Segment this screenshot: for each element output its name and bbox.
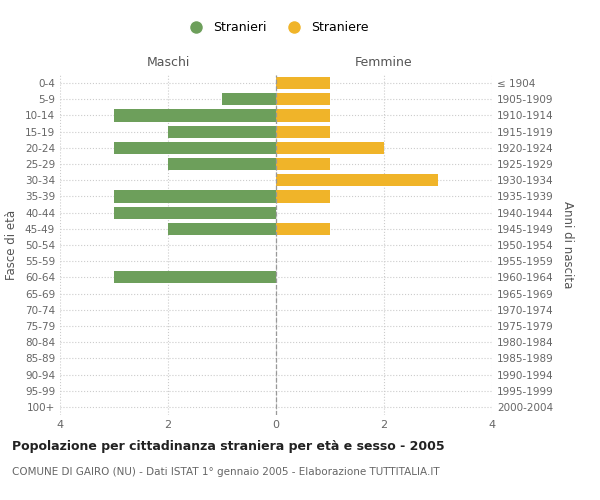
Bar: [168, 158, 276, 170]
Bar: [276, 222, 330, 235]
Bar: [276, 174, 438, 186]
Legend: Stranieri, Straniere: Stranieri, Straniere: [178, 16, 374, 40]
Y-axis label: Fasce di età: Fasce di età: [5, 210, 18, 280]
Bar: [276, 190, 330, 202]
Bar: [114, 190, 276, 202]
Text: Maschi: Maschi: [146, 56, 190, 68]
Bar: [276, 142, 384, 154]
Bar: [168, 126, 276, 138]
Bar: [276, 93, 330, 106]
Bar: [222, 93, 276, 106]
Bar: [114, 206, 276, 218]
Text: COMUNE DI GAIRO (NU) - Dati ISTAT 1° gennaio 2005 - Elaborazione TUTTITALIA.IT: COMUNE DI GAIRO (NU) - Dati ISTAT 1° gen…: [12, 467, 440, 477]
Bar: [276, 158, 330, 170]
Bar: [114, 110, 276, 122]
Bar: [168, 222, 276, 235]
Text: Popolazione per cittadinanza straniera per età e sesso - 2005: Popolazione per cittadinanza straniera p…: [12, 440, 445, 453]
Bar: [114, 272, 276, 283]
Bar: [114, 142, 276, 154]
Bar: [276, 126, 330, 138]
Bar: [276, 77, 330, 89]
Bar: [276, 110, 330, 122]
Text: Femmine: Femmine: [355, 56, 413, 68]
Y-axis label: Anni di nascita: Anni di nascita: [560, 202, 574, 288]
